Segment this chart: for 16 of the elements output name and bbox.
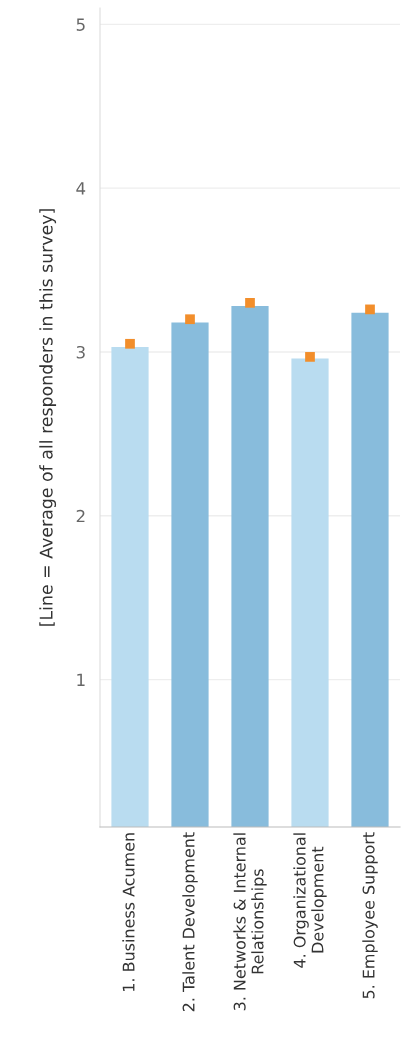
y-tick-label: 2 (76, 509, 85, 523)
point (365, 304, 375, 315)
point (185, 314, 195, 325)
point (245, 297, 255, 308)
x-tick-label: 1. Business Acumen (122, 833, 135, 991)
x-tick-label: 2. Talent Development (182, 832, 198, 1012)
y-axis-title: [Line = Average of all responders in this survey] (39, 209, 57, 626)
x-tick-label: 5. Employee Support (362, 832, 378, 999)
y-tick-label: 1 (77, 673, 85, 686)
point (125, 338, 135, 349)
x-tick-label: 3. Networks & Internal Relationships (233, 833, 267, 1011)
x-tick-label: 4. Organizational Development (293, 833, 327, 968)
y-tick-label: 4 (76, 182, 86, 195)
y-tick-label: 3 (76, 345, 85, 359)
point (305, 352, 315, 362)
y-tick-label: 5 (76, 18, 85, 31)
